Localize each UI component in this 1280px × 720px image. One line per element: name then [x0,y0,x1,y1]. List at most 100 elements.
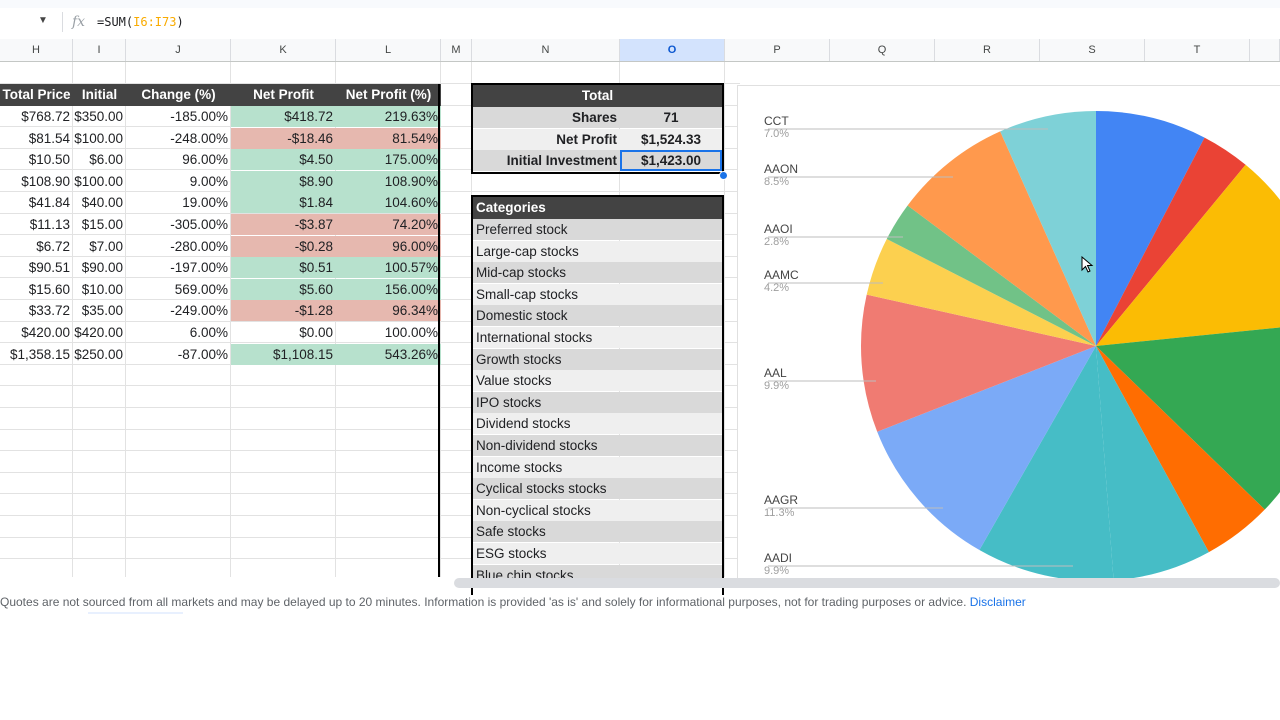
column-header-j[interactable]: J [126,39,231,61]
cell-initial[interactable]: $40.00 [81,195,123,211]
cell-total[interactable]: $90.51 [28,260,70,276]
cell-profit-pct[interactable]: 108.90% [336,170,441,192]
cell-profit-pct[interactable]: 100.00% [384,325,438,340]
cell-profit[interactable]: $4.50 [231,149,336,171]
pie-slice-aaoi[interactable] [886,205,1096,346]
pie-slice-cct[interactable] [1000,111,1096,346]
sheet-grid[interactable]: Total Price Initial Change (%) Net Profit Ne… [0,62,1280,577]
column-header-t[interactable]: T [1145,39,1250,61]
category-item[interactable]: Value stocks [473,370,722,392]
cell-profit-pct[interactable]: 219.63% [336,106,441,127]
column-header-q[interactable]: Q [830,39,935,61]
cell-change[interactable]: -280.00% [170,238,228,254]
table-header-total[interactable]: Total Price [0,84,73,106]
cell-initial[interactable]: $15.00 [81,217,123,232]
cell-total[interactable]: $15.60 [28,281,70,297]
fill-handle[interactable] [719,171,728,180]
table-header-change[interactable]: Change (%) [126,84,231,106]
category-item[interactable]: ESG stocks [473,543,722,564]
cell-total[interactable]: $33.72 [28,303,70,319]
cell-profit[interactable]: -$18.46 [231,127,336,149]
category-item[interactable]: Cyclical stocks stocks [473,478,722,500]
horizontal-scrollbar[interactable] [454,578,1280,588]
category-item[interactable]: International stocks [473,327,722,348]
column-header-l[interactable]: L [336,39,441,61]
cell-change[interactable]: -87.00% [177,346,228,362]
initial-investment-value[interactable]: $1,423.00 [620,150,722,171]
pie-slice-aal[interactable] [861,294,1096,432]
category-item[interactable]: Income stocks [473,456,722,478]
net-profit-value[interactable]: $1,524.33 [620,129,722,150]
cell-initial[interactable]: $6.00 [89,152,123,168]
table-header-profit-pct[interactable]: Net Profit (%) [336,84,441,106]
column-header-p[interactable]: P [725,39,830,61]
cell-total[interactable]: $81.54 [28,130,70,146]
pie-slice-aaon[interactable] [907,131,1096,346]
column-header-o[interactable]: O [620,39,725,61]
pie-slice-aamc[interactable] [866,239,1096,346]
cell-initial[interactable]: $100.00 [74,173,123,189]
cell-total[interactable]: $10.50 [28,152,70,168]
cell-profit[interactable]: $1,108.15 [231,343,336,365]
cell-profit[interactable]: -$1.28 [231,300,336,322]
category-item[interactable]: Small-cap stocks [473,283,722,305]
pie-slice-aagr[interactable] [877,346,1096,551]
table-header-profit[interactable]: Net Profit [231,84,336,106]
cell-initial[interactable]: $420.00 [74,325,123,340]
cell-total[interactable]: $768.72 [21,109,70,124]
cell-profit[interactable]: $1.84 [231,192,336,214]
table-header-initial[interactable]: Initial [73,84,126,106]
cell-change[interactable]: 96.00% [182,152,228,168]
category-item[interactable]: Non-cyclical stocks [473,499,722,521]
category-item[interactable]: Preferred stock [473,219,722,240]
cell-total[interactable]: $6.72 [36,238,70,254]
cell-profit[interactable]: $5.60 [231,278,336,300]
cell-change[interactable]: -197.00% [170,260,228,276]
category-item[interactable]: Domestic stock [473,305,722,327]
cell-change[interactable]: 6.00% [189,325,228,340]
cell-profit-pct[interactable]: 175.00% [336,149,441,171]
cell-profit[interactable]: -$3.87 [231,214,336,235]
cell-initial[interactable]: $35.00 [81,303,123,319]
cell-change[interactable]: -305.00% [170,217,228,232]
disclaimer-link[interactable]: Disclaimer [969,595,1026,609]
cell-profit-pct[interactable]: 81.54% [336,127,441,149]
category-item[interactable]: Non-dividend stocks [473,435,722,456]
cell-total[interactable]: $108.90 [21,173,70,189]
cell-change[interactable]: 19.00% [182,195,228,211]
cell-total[interactable]: $11.13 [29,217,70,232]
formula-input[interactable]: =SUM(I6:I73) [97,15,184,29]
cell-change[interactable]: 569.00% [174,281,228,297]
category-item[interactable]: Dividend stocks [473,413,722,435]
cell-profit[interactable]: $0.00 [299,325,333,340]
cell-profit[interactable]: $8.90 [231,170,336,192]
cell-profit-pct[interactable]: 74.20% [336,214,441,235]
pie-slice[interactable] [1096,137,1246,346]
cell-change[interactable]: -249.00% [170,303,228,319]
cell-profit[interactable]: $0.51 [231,257,336,279]
cell-initial[interactable]: $90.00 [81,260,123,276]
column-header-r[interactable]: R [935,39,1040,61]
cell-change[interactable]: -185.00% [170,109,228,124]
cell-initial[interactable]: $350.00 [74,109,123,124]
cell-profit-pct[interactable]: 543.26% [336,343,441,365]
cell-profit-pct[interactable]: 96.00% [336,235,441,257]
column-header-h[interactable]: H [0,39,73,61]
category-item[interactable]: Growth stocks [473,348,722,370]
column-header-k[interactable]: K [231,39,336,61]
cell-profit-pct[interactable]: 156.00% [336,278,441,300]
column-header-m[interactable]: M [441,39,472,61]
cell-total[interactable]: $1,358.15 [9,346,70,362]
pie-slice-aadi[interactable] [979,346,1114,578]
pie-slice[interactable] [1096,164,1280,346]
column-header-i[interactable]: I [73,39,126,61]
category-item[interactable]: Safe stocks [473,521,722,543]
column-header-u[interactable] [1250,39,1280,61]
cell-initial[interactable]: $100.00 [74,130,123,146]
column-header-s[interactable]: S [1040,39,1145,61]
shares-value[interactable]: 71 [620,107,722,128]
cell-initial[interactable]: $10.00 [81,281,123,297]
category-item[interactable]: Large-cap stocks [473,240,722,262]
cell-change[interactable]: 9.00% [189,173,228,189]
name-box-dropdown-icon[interactable]: ▼ [38,15,48,26]
